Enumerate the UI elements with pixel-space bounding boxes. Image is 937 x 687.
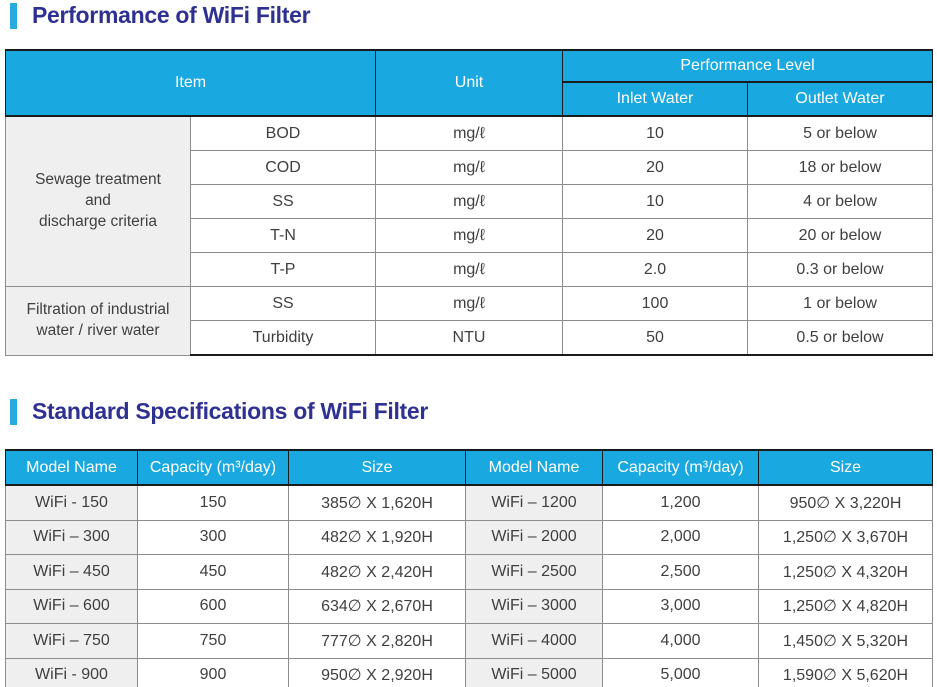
table-row: Turbidity NTU 50 0.5 or below <box>6 320 934 356</box>
size-cell: 1,590∅ X 5,620H <box>758 657 933 687</box>
unit-cell: NTU <box>375 320 563 356</box>
table-row: T-N mg/ℓ 20 20 or below <box>6 218 934 253</box>
col-header-unit: Unit <box>375 49 563 117</box>
capacity-cell: 450 <box>137 554 289 590</box>
param-cell: T-N <box>190 218 376 253</box>
outlet-cell: 0.3 or below <box>746 252 934 287</box>
col-header-capacity: Capacity (m³/day) <box>602 449 759 486</box>
page-title: Performance of WiFi Filter <box>32 2 311 28</box>
param-cell: SS <box>190 184 376 219</box>
outlet-cell: 0.5 or below <box>746 320 934 356</box>
col-header-performance-level: Performance Level <box>561 49 934 83</box>
inlet-cell: 2.0 <box>562 252 748 287</box>
table-row: WiFi - 150 150 385∅ X 1,620H WiFi – 1200… <box>5 484 933 521</box>
model-cell: WiFi – 2000 <box>465 519 603 555</box>
size-cell: 1,450∅ X 5,320H <box>758 623 933 659</box>
table-row: WiFi – 600 600 634∅ X 2,670H WiFi – 3000… <box>5 588 933 624</box>
inlet-cell: 10 <box>562 115 748 151</box>
accent-bar-icon <box>10 2 17 29</box>
col-header-size: Size <box>288 449 466 486</box>
size-cell: 1,250∅ X 4,820H <box>758 588 933 624</box>
unit-cell: mg/ℓ <box>375 218 563 253</box>
table-row: WiFi – 300 300 482∅ X 1,920H WiFi – 2000… <box>5 519 933 555</box>
unit-cell: mg/ℓ <box>375 184 563 219</box>
param-cell: COD <box>190 150 376 185</box>
size-cell: 950∅ X 2,920H <box>288 657 466 687</box>
model-cell: WiFi – 450 <box>5 554 138 590</box>
table-row: WiFi – 750 750 777∅ X 2,820H WiFi – 4000… <box>5 623 933 659</box>
model-cell: WiFi - 900 <box>5 657 138 687</box>
col-header-outlet-water: Outlet Water <box>746 81 934 117</box>
param-cell: BOD <box>190 115 376 151</box>
section-title-text: Standard Specifications of WiFi Filter <box>32 398 429 424</box>
outlet-cell: 1 or below <box>746 286 934 321</box>
table-row: WiFi – 450 450 482∅ X 2,420H WiFi – 2500… <box>5 554 933 590</box>
capacity-cell: 1,200 <box>602 484 759 521</box>
accent-bar-icon <box>10 398 17 425</box>
model-cell: WiFi – 4000 <box>465 623 603 659</box>
outlet-cell: 20 or below <box>746 218 934 253</box>
unit-cell: mg/ℓ <box>375 115 563 151</box>
col-header-item: Item <box>5 49 376 117</box>
size-cell: 385∅ X 1,620H <box>288 484 466 521</box>
model-cell: WiFi – 300 <box>5 519 138 555</box>
item-group-cell: Sewage treatment and discharge criteria <box>5 115 191 287</box>
col-header-model-name: Model Name <box>5 449 138 486</box>
table-row: WiFi - 900 900 950∅ X 2,920H WiFi – 5000… <box>5 657 933 687</box>
inlet-cell: 50 <box>562 320 748 356</box>
model-cell: WiFi – 750 <box>5 623 138 659</box>
size-cell: 777∅ X 2,820H <box>288 623 466 659</box>
col-header-inlet-water: Inlet Water <box>562 81 748 117</box>
table-row: COD mg/ℓ 20 18 or below <box>6 150 934 185</box>
table-row: Sewage treatment and discharge criteria … <box>5 115 934 287</box>
outlet-cell: 18 or below <box>746 150 934 185</box>
table-row: SS mg/ℓ 10 4 or below <box>6 184 934 219</box>
size-cell: 1,250∅ X 4,320H <box>758 554 933 590</box>
size-cell: 1,250∅ X 3,670H <box>758 519 933 555</box>
performance-table: Item Unit Performance Level Inlet Water … <box>5 49 934 356</box>
outlet-cell: 5 or below <box>746 115 934 151</box>
capacity-cell: 600 <box>137 588 289 624</box>
item-group-cell: Filtration of industrial water / river w… <box>5 286 191 356</box>
inlet-cell: 20 <box>562 150 748 185</box>
param-cell: SS <box>190 286 376 321</box>
model-cell: WiFi – 5000 <box>465 657 603 687</box>
col-header-capacity: Capacity (m³/day) <box>137 449 289 486</box>
model-cell: WiFi – 2500 <box>465 554 603 590</box>
inlet-cell: 20 <box>562 218 748 253</box>
model-cell: WiFi – 1200 <box>465 484 603 521</box>
size-cell: 634∅ X 2,670H <box>288 588 466 624</box>
outlet-cell: 4 or below <box>746 184 934 219</box>
capacity-cell: 4,000 <box>602 623 759 659</box>
capacity-cell: 150 <box>137 484 289 521</box>
size-cell: 482∅ X 2,420H <box>288 554 466 590</box>
inlet-cell: 100 <box>562 286 748 321</box>
capacity-cell: 3,000 <box>602 588 759 624</box>
unit-cell: mg/ℓ <box>375 252 563 287</box>
capacity-cell: 5,000 <box>602 657 759 687</box>
inlet-cell: 10 <box>562 184 748 219</box>
capacity-cell: 2,500 <box>602 554 759 590</box>
unit-cell: mg/ℓ <box>375 150 563 185</box>
param-cell: Turbidity <box>190 320 376 356</box>
model-cell: WiFi - 150 <box>5 484 138 521</box>
param-cell: T-P <box>190 252 376 287</box>
model-cell: WiFi – 600 <box>5 588 138 624</box>
performance-section-title: Performance of WiFi Filter <box>10 2 311 29</box>
size-cell: 482∅ X 1,920H <box>288 519 466 555</box>
capacity-cell: 300 <box>137 519 289 555</box>
model-cell: WiFi – 3000 <box>465 588 603 624</box>
unit-cell: mg/ℓ <box>375 286 563 321</box>
table-row: Filtration of industrial water / river w… <box>5 286 934 356</box>
size-cell: 950∅ X 3,220H <box>758 484 933 521</box>
table-row: T-P mg/ℓ 2.0 0.3 or below <box>6 252 934 287</box>
specifications-section-title: Standard Specifications of WiFi Filter <box>10 398 428 425</box>
spec-table: Model Name Capacity (m³/day) Size Model … <box>5 449 933 687</box>
capacity-cell: 2,000 <box>602 519 759 555</box>
capacity-cell: 750 <box>137 623 289 659</box>
col-header-size: Size <box>758 449 933 486</box>
capacity-cell: 900 <box>137 657 289 687</box>
col-header-model-name: Model Name <box>465 449 603 486</box>
